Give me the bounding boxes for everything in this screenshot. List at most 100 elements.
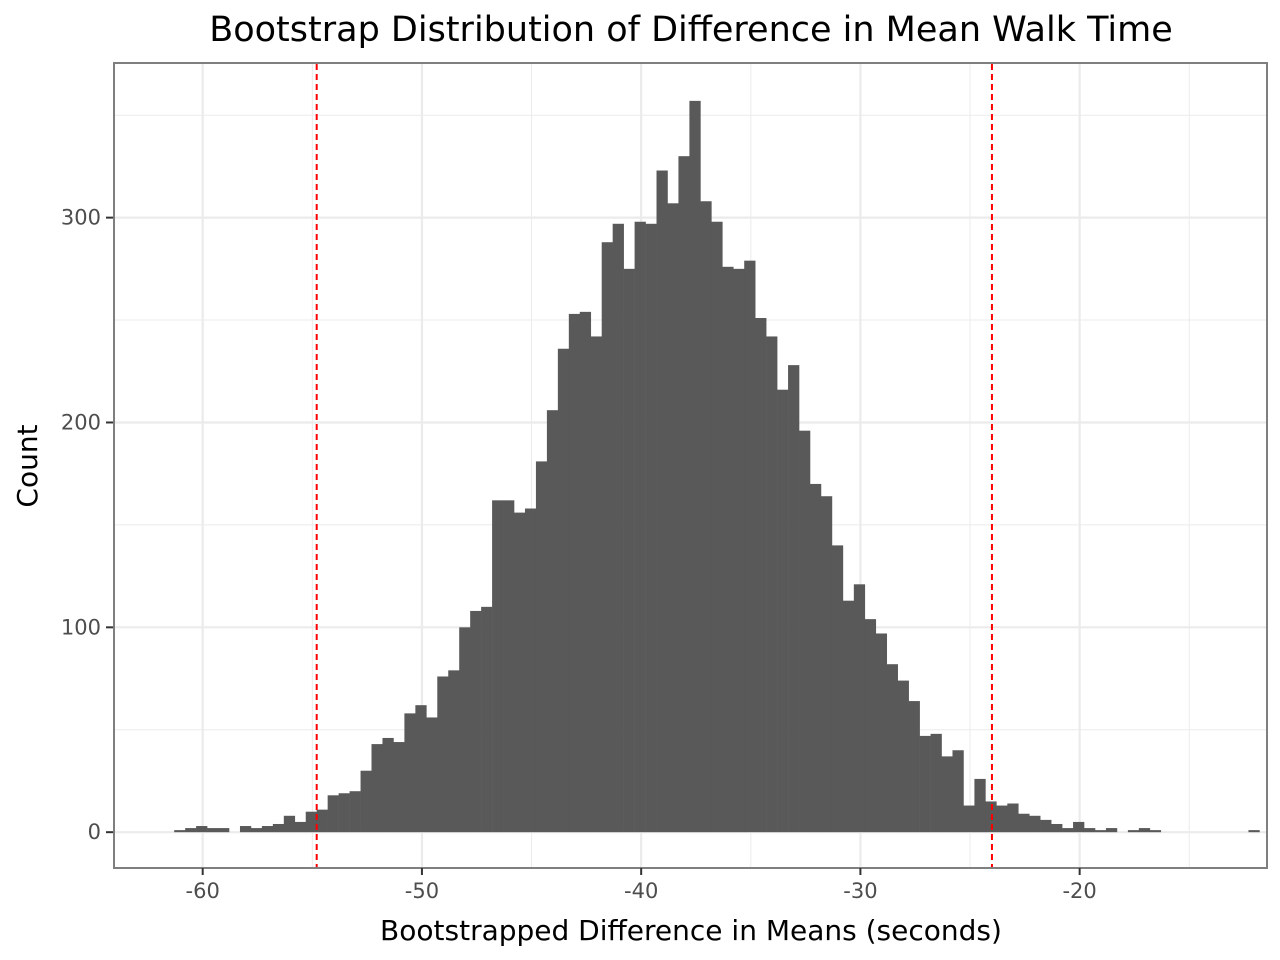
x-tick-label: -60 bbox=[186, 879, 220, 903]
histogram-bar bbox=[305, 811, 317, 833]
histogram-bar bbox=[535, 461, 548, 833]
histogram-bar bbox=[514, 512, 526, 833]
histogram-bar bbox=[1073, 821, 1085, 833]
histogram-bar bbox=[1149, 830, 1162, 833]
histogram-bar bbox=[700, 201, 712, 833]
histogram-bar bbox=[799, 430, 811, 833]
histogram-bar bbox=[360, 770, 372, 833]
histogram-bar bbox=[689, 100, 701, 833]
histogram-bar bbox=[239, 826, 252, 833]
histogram-bar bbox=[185, 828, 197, 833]
histogram-bar bbox=[426, 717, 438, 833]
histogram-bar bbox=[755, 318, 767, 833]
x-axis-title: Bootstrapped Difference in Means (second… bbox=[380, 914, 1002, 947]
histogram-bar bbox=[1018, 813, 1030, 833]
histogram-bar bbox=[1040, 819, 1052, 833]
histogram-bar bbox=[437, 676, 449, 833]
histogram-bar bbox=[327, 795, 339, 833]
histogram-bar bbox=[196, 826, 208, 833]
histogram-bar bbox=[524, 508, 537, 833]
histogram-bar bbox=[831, 545, 844, 833]
histogram-bar bbox=[448, 670, 460, 833]
histogram-bar bbox=[952, 750, 964, 833]
histogram-bar bbox=[875, 633, 888, 833]
histogram-bar bbox=[492, 500, 504, 833]
histogram-bar bbox=[1094, 830, 1107, 833]
x-tick-label: -30 bbox=[843, 879, 877, 903]
histogram-bar bbox=[579, 311, 592, 833]
histogram-bar bbox=[853, 584, 866, 833]
histogram-bar bbox=[1138, 828, 1151, 833]
histogram-bar bbox=[711, 221, 723, 833]
histogram-bar bbox=[1084, 828, 1096, 833]
bar-layer bbox=[174, 100, 1260, 833]
histogram-bar bbox=[656, 170, 668, 833]
histogram-bar bbox=[897, 680, 909, 833]
histogram-bar bbox=[546, 410, 559, 833]
histogram-bar bbox=[590, 336, 603, 833]
histogram-bar bbox=[941, 756, 953, 833]
histogram-bar bbox=[415, 705, 427, 833]
histogram-bar bbox=[1051, 823, 1063, 833]
histogram-bar bbox=[207, 828, 219, 833]
histogram-bar bbox=[930, 733, 942, 833]
histogram-bar bbox=[1062, 828, 1074, 833]
histogram-bar bbox=[272, 823, 285, 833]
histogram-bar bbox=[974, 778, 986, 833]
chart-title: Bootstrap Distribution of Difference in … bbox=[209, 10, 1173, 50]
x-tick-label: -50 bbox=[405, 879, 439, 903]
y-tick-label: 200 bbox=[61, 410, 101, 434]
histogram-bar bbox=[503, 500, 515, 833]
histogram-bar bbox=[557, 348, 570, 833]
histogram-bar bbox=[250, 828, 263, 833]
histogram-bar bbox=[568, 313, 581, 833]
histogram-bar bbox=[820, 496, 833, 833]
histogram-bar bbox=[667, 203, 679, 833]
histogram-bar bbox=[1105, 828, 1118, 833]
histogram-bar bbox=[218, 828, 230, 833]
y-axis-title: Count bbox=[11, 424, 44, 507]
histogram-bar bbox=[864, 619, 877, 833]
histogram-bar bbox=[744, 260, 756, 833]
y-tick-label: 300 bbox=[61, 206, 101, 230]
histogram-bar bbox=[470, 610, 482, 833]
histogram-bar bbox=[294, 821, 307, 833]
histogram-bar bbox=[1127, 830, 1140, 833]
histogram-bar bbox=[766, 336, 778, 833]
histogram-bar bbox=[908, 701, 920, 833]
histogram-bar bbox=[963, 805, 975, 833]
histogram-bar bbox=[481, 606, 493, 833]
histogram-bar bbox=[1248, 830, 1260, 833]
histogram-bar bbox=[1029, 815, 1041, 833]
x-tick-label: -40 bbox=[624, 879, 658, 903]
tick-layer: -60 -50 -40 -30 -20 0 100 200 300 bbox=[61, 206, 1097, 903]
histogram-bar bbox=[634, 221, 646, 833]
histogram-bar bbox=[382, 737, 394, 833]
histogram-bar bbox=[316, 809, 328, 833]
histogram-bar bbox=[459, 627, 471, 833]
histogram-bar bbox=[788, 365, 800, 833]
histogram-bar bbox=[404, 713, 416, 833]
histogram-bar bbox=[393, 742, 405, 833]
histogram-bar bbox=[842, 600, 855, 833]
histogram-bar bbox=[261, 826, 274, 833]
histogram-bar bbox=[722, 266, 734, 833]
histogram-bar bbox=[919, 735, 931, 833]
histogram-bar bbox=[678, 156, 690, 833]
y-tick-label: 0 bbox=[88, 820, 101, 844]
y-tick-label: 100 bbox=[61, 615, 101, 639]
histogram-bar bbox=[996, 805, 1008, 833]
histogram-bar bbox=[612, 223, 624, 833]
histogram-bar bbox=[1007, 803, 1019, 833]
histogram-bar bbox=[777, 389, 789, 833]
histogram-bar bbox=[371, 744, 383, 833]
histogram-bar bbox=[733, 268, 745, 833]
reference-line-layer bbox=[315, 64, 993, 867]
histogram-bar bbox=[174, 830, 186, 833]
x-tick-label: -20 bbox=[1062, 879, 1096, 903]
histogram-bar bbox=[601, 242, 613, 833]
histogram-bar bbox=[338, 793, 350, 833]
histogram-bar bbox=[886, 664, 898, 833]
histogram-bar bbox=[809, 483, 822, 833]
